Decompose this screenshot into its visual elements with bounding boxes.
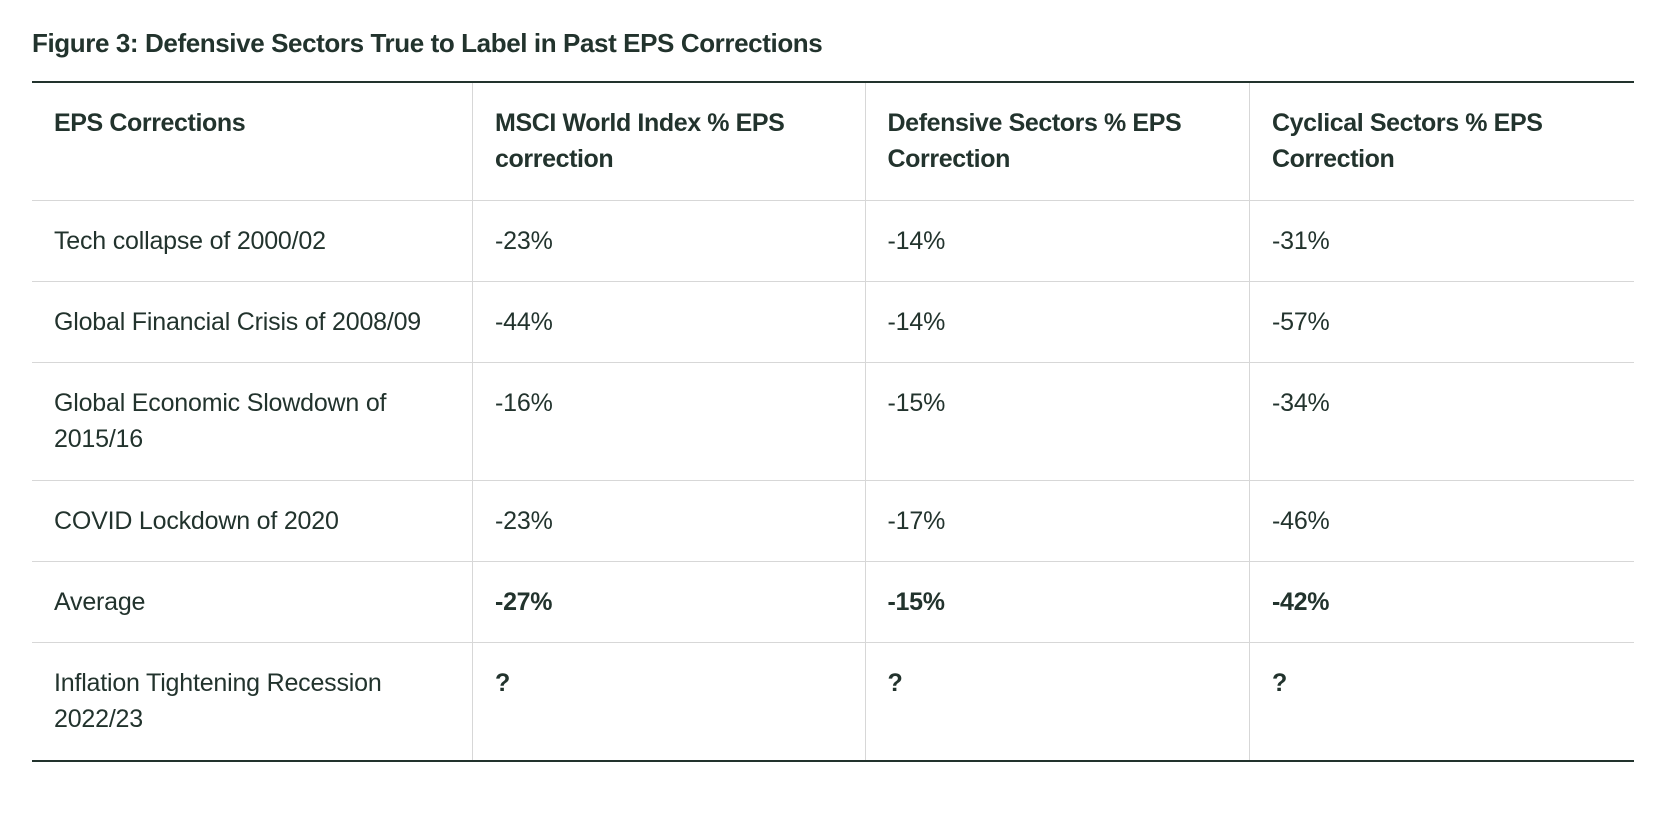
figure-title: Figure 3: Defensive Sectors True to Labe…: [32, 28, 1634, 59]
table-row-forecast: Inflation Tightening Recession 2022/23 ?…: [32, 643, 1634, 761]
table-body: Tech collapse of 2000/02 -23% -14% -31% …: [32, 200, 1634, 761]
col-header-eps-corrections: EPS Corrections: [32, 82, 473, 200]
table-row-average: Average -27% -15% -42%: [32, 561, 1634, 642]
row-label: Tech collapse of 2000/02: [32, 200, 473, 281]
cell-defensive: -14%: [865, 200, 1249, 281]
col-header-defensive: Defensive Sectors % EPS Correction: [865, 82, 1249, 200]
cell-cyclical: -46%: [1250, 480, 1635, 561]
table-row: Global Economic Slowdown of 2015/16 -16%…: [32, 363, 1634, 481]
cell-msci: ?: [473, 643, 865, 761]
table-header-row: EPS Corrections MSCI World Index % EPS c…: [32, 82, 1634, 200]
table-row: COVID Lockdown of 2020 -23% -17% -46%: [32, 480, 1634, 561]
cell-defensive: -14%: [865, 281, 1249, 362]
cell-msci: -23%: [473, 480, 865, 561]
cell-cyclical: -57%: [1250, 281, 1635, 362]
table-row: Tech collapse of 2000/02 -23% -14% -31%: [32, 200, 1634, 281]
eps-corrections-table: EPS Corrections MSCI World Index % EPS c…: [32, 81, 1634, 762]
cell-cyclical: -42%: [1250, 561, 1635, 642]
cell-defensive: ?: [865, 643, 1249, 761]
row-label: Global Economic Slowdown of 2015/16: [32, 363, 473, 481]
table-row: Global Financial Crisis of 2008/09 -44% …: [32, 281, 1634, 362]
cell-defensive: -15%: [865, 363, 1249, 481]
cell-cyclical: -34%: [1250, 363, 1635, 481]
cell-msci: -44%: [473, 281, 865, 362]
row-label: Average: [32, 561, 473, 642]
row-label: COVID Lockdown of 2020: [32, 480, 473, 561]
col-header-msci: MSCI World Index % EPS correction: [473, 82, 865, 200]
cell-defensive: -15%: [865, 561, 1249, 642]
row-label: Inflation Tightening Recession 2022/23: [32, 643, 473, 761]
cell-msci: -27%: [473, 561, 865, 642]
cell-cyclical: -31%: [1250, 200, 1635, 281]
cell-cyclical: ?: [1250, 643, 1635, 761]
col-header-cyclical: Cyclical Sectors % EPS Correction: [1250, 82, 1635, 200]
row-label: Global Financial Crisis of 2008/09: [32, 281, 473, 362]
cell-msci: -23%: [473, 200, 865, 281]
cell-defensive: -17%: [865, 480, 1249, 561]
cell-msci: -16%: [473, 363, 865, 481]
